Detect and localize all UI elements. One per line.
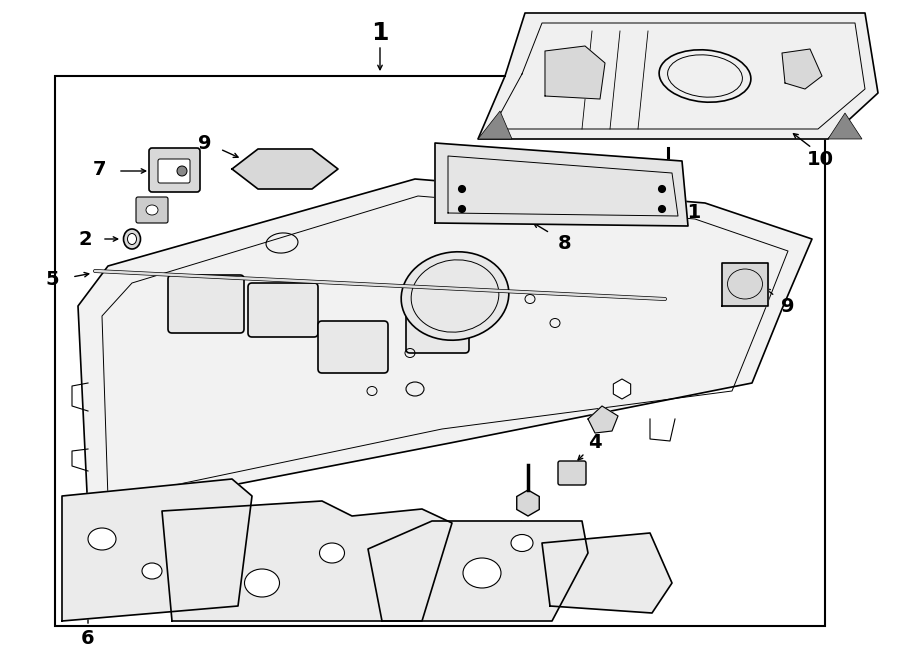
Ellipse shape bbox=[146, 205, 158, 215]
Text: 2: 2 bbox=[78, 229, 92, 249]
Ellipse shape bbox=[123, 229, 140, 249]
Polygon shape bbox=[78, 179, 812, 513]
Ellipse shape bbox=[659, 206, 665, 212]
Polygon shape bbox=[232, 149, 338, 189]
Ellipse shape bbox=[177, 166, 187, 176]
Text: 5: 5 bbox=[45, 270, 58, 288]
FancyBboxPatch shape bbox=[318, 321, 388, 373]
Text: 11: 11 bbox=[674, 204, 702, 223]
Polygon shape bbox=[162, 501, 452, 621]
FancyBboxPatch shape bbox=[248, 283, 318, 337]
Ellipse shape bbox=[245, 569, 280, 597]
FancyBboxPatch shape bbox=[158, 159, 190, 183]
Ellipse shape bbox=[88, 528, 116, 550]
Polygon shape bbox=[588, 406, 618, 433]
Polygon shape bbox=[542, 533, 672, 613]
Polygon shape bbox=[722, 263, 768, 306]
Ellipse shape bbox=[659, 186, 665, 192]
Ellipse shape bbox=[401, 252, 508, 340]
FancyBboxPatch shape bbox=[149, 148, 200, 192]
Polygon shape bbox=[545, 46, 605, 99]
Ellipse shape bbox=[463, 558, 501, 588]
Polygon shape bbox=[782, 49, 822, 89]
Polygon shape bbox=[435, 143, 688, 226]
Ellipse shape bbox=[142, 563, 162, 579]
Polygon shape bbox=[368, 521, 588, 621]
Text: 6: 6 bbox=[81, 629, 94, 648]
Polygon shape bbox=[478, 13, 878, 139]
Text: 9: 9 bbox=[781, 297, 795, 315]
Ellipse shape bbox=[661, 175, 675, 183]
Text: 8: 8 bbox=[558, 233, 572, 253]
Ellipse shape bbox=[128, 233, 137, 245]
Ellipse shape bbox=[511, 535, 533, 551]
Ellipse shape bbox=[659, 50, 751, 102]
Polygon shape bbox=[62, 479, 252, 621]
Text: 10: 10 bbox=[806, 149, 833, 169]
Text: 1: 1 bbox=[371, 21, 389, 45]
FancyBboxPatch shape bbox=[558, 461, 586, 485]
Text: 9: 9 bbox=[198, 134, 212, 153]
Ellipse shape bbox=[458, 206, 465, 212]
Text: 3: 3 bbox=[511, 541, 525, 561]
Text: 4: 4 bbox=[589, 434, 602, 453]
Polygon shape bbox=[478, 111, 512, 139]
Polygon shape bbox=[828, 113, 862, 139]
Bar bbox=[55, 76, 825, 626]
Ellipse shape bbox=[320, 543, 345, 563]
FancyBboxPatch shape bbox=[168, 275, 244, 333]
FancyBboxPatch shape bbox=[136, 197, 168, 223]
Ellipse shape bbox=[458, 186, 465, 192]
Text: 7: 7 bbox=[94, 159, 107, 178]
FancyBboxPatch shape bbox=[406, 303, 469, 353]
